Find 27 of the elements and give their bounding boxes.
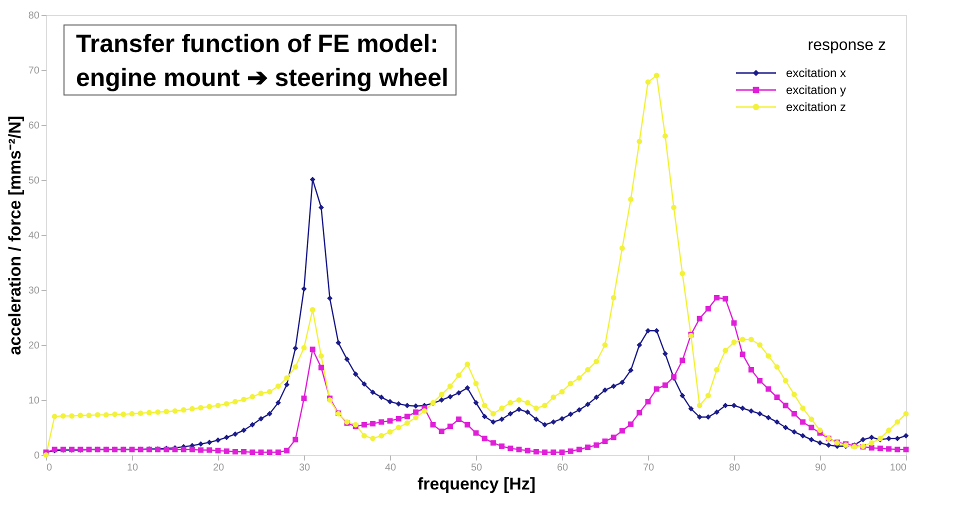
y-tick-label: 30 — [28, 286, 40, 296]
y-tick-label: 40 — [28, 230, 40, 242]
y-tick-label: 60 — [28, 120, 40, 132]
x-tick-label: 100 — [890, 462, 907, 474]
x-tick-label: 60 — [556, 462, 568, 474]
x-tick-label: 0 — [46, 462, 52, 474]
y-tick-label: 50 — [28, 176, 40, 186]
y-tick-label: 80 — [28, 10, 40, 22]
x-tick-label: 20 — [212, 462, 224, 474]
y-tick-label: 20 — [28, 340, 40, 352]
legend-label: excitation y — [786, 83, 846, 97]
x-tick-label: 10 — [126, 462, 138, 474]
legend-label: excitation x — [786, 66, 846, 80]
x-tick-label: 70 — [642, 462, 654, 474]
x-tick-label: 90 — [814, 462, 826, 474]
y-axis-title: acceleration / force [mms⁻²/N] — [5, 116, 24, 356]
x-tick-label: 40 — [384, 462, 396, 474]
x-tick-label: 50 — [470, 462, 482, 474]
x-tick-label: 30 — [298, 462, 310, 474]
y-tick-label: 0 — [34, 450, 40, 462]
text: Transfer function of FE model: engine mount ➔ steering wheel — [76, 30, 448, 92]
x-tick-label: 80 — [728, 462, 740, 474]
legend-label: excitation z — [786, 100, 846, 114]
y-tick-label: 70 — [28, 66, 40, 76]
legend-title: response z — [808, 37, 886, 54]
y-tick-label: 10 — [28, 396, 40, 406]
x-axis-title: frequency [Hz] — [417, 474, 536, 494]
